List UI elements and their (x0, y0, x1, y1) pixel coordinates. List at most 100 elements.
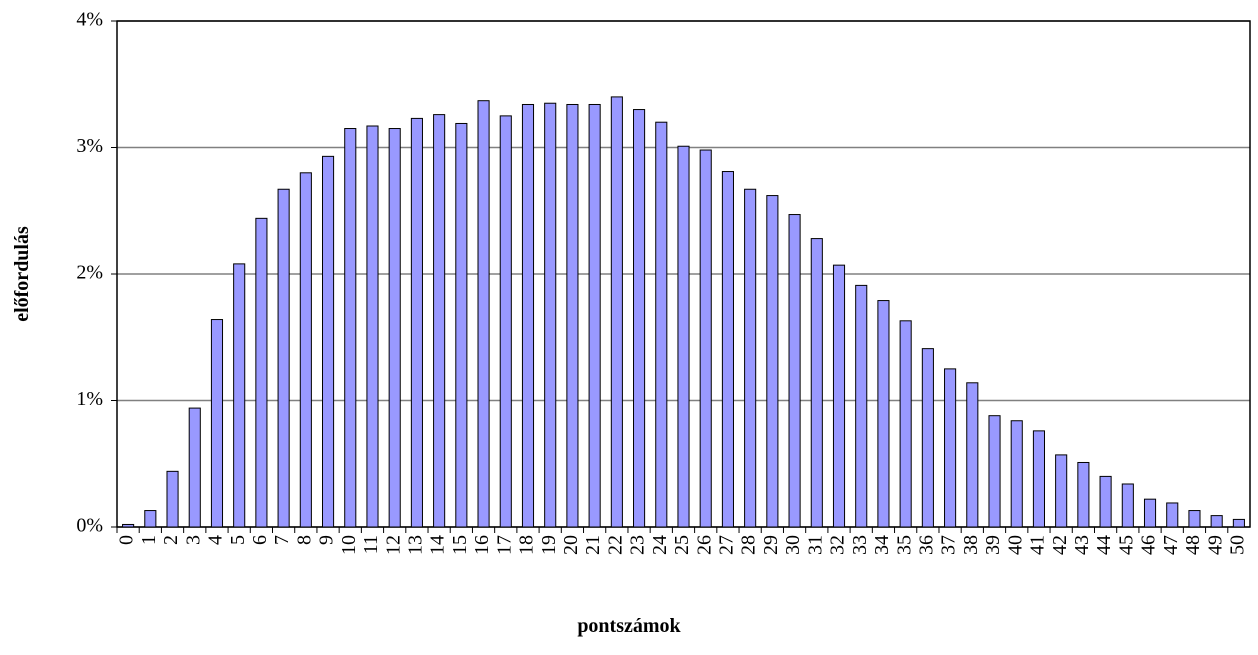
x-tick-label: 4 (205, 535, 227, 545)
x-tick-label: 36 (915, 535, 937, 555)
x-tick-label: 42 (1049, 535, 1071, 555)
bar (633, 109, 646, 528)
x-tick-label: 11 (360, 535, 382, 554)
bar (877, 300, 890, 528)
bar (1188, 510, 1201, 528)
x-tick-label: 35 (893, 535, 915, 555)
x-tick-label: 47 (1160, 535, 1182, 555)
x-tick-label: 1 (138, 535, 160, 545)
y-tick-label: 2% (76, 262, 103, 284)
bar (699, 149, 712, 528)
y-tick-label: 4% (76, 9, 103, 31)
x-tick-label: 46 (1138, 535, 1160, 555)
y-axis-label: előfordulás (11, 226, 33, 322)
x-tick-label: 33 (849, 535, 871, 555)
bar (499, 115, 512, 528)
y-tick-label: 3% (76, 135, 103, 157)
bar (944, 368, 957, 528)
y-tick-label: 0% (76, 515, 103, 537)
x-tick-label: 17 (493, 535, 515, 555)
x-tick-label: 7 (271, 535, 293, 545)
bar (832, 264, 846, 528)
x-tick-label: 31 (804, 535, 826, 555)
x-tick-label: 23 (627, 535, 649, 555)
x-tick-label: 25 (671, 535, 693, 555)
x-tick-label: 50 (1226, 535, 1248, 555)
x-tick-label: 43 (1071, 535, 1093, 555)
bar (455, 122, 468, 528)
bar (433, 114, 446, 528)
x-tick-label: 10 (338, 535, 360, 555)
bar (855, 284, 868, 528)
bar (921, 348, 934, 528)
bar (1077, 461, 1090, 528)
x-tick-label: 16 (471, 535, 493, 555)
x-tick-label: 9 (316, 535, 338, 545)
bar (299, 172, 312, 528)
x-tick-label: 15 (449, 535, 471, 555)
x-tick-label: 37 (938, 535, 960, 555)
bar (721, 171, 734, 528)
bar (410, 117, 423, 528)
x-tick-label: 19 (538, 535, 560, 555)
bar (521, 103, 535, 528)
x-tick-label: 8 (293, 535, 315, 545)
x-tick-label: 49 (1204, 535, 1226, 555)
x-tick-label: 48 (1182, 535, 1204, 555)
bar (233, 263, 246, 528)
x-tick-label: 41 (1027, 535, 1049, 555)
bar (1032, 430, 1046, 528)
x-tick-label: 12 (382, 535, 404, 555)
x-tick-label: 45 (1115, 535, 1137, 555)
bar (810, 238, 823, 528)
x-tick-label: 32 (827, 535, 849, 555)
x-axis-label: pontszámok (577, 615, 681, 637)
x-tick-label: 40 (1004, 535, 1026, 555)
bar (1210, 515, 1223, 528)
bar (610, 96, 623, 528)
bar (988, 415, 1001, 528)
x-tick-label: 30 (782, 535, 804, 555)
x-tick-label: 14 (427, 535, 449, 555)
x-tick-label: 18 (516, 535, 538, 555)
bar (277, 188, 290, 528)
bar (166, 470, 179, 528)
bar (366, 125, 379, 528)
x-tick-label: 3 (182, 535, 204, 545)
bar (1055, 454, 1068, 528)
x-tick-label: 0 (116, 535, 138, 545)
x-tick-label: 39 (982, 535, 1004, 555)
bar (1143, 498, 1157, 528)
x-tick-label: 28 (738, 535, 760, 555)
bar (655, 121, 668, 528)
x-tick-label: 22 (604, 535, 626, 555)
bar (544, 102, 557, 528)
bar (1232, 518, 1245, 528)
bar (1099, 475, 1112, 528)
bar (1121, 483, 1134, 528)
bar (566, 103, 579, 528)
bar (210, 319, 224, 528)
bar (321, 155, 335, 528)
x-tick-label: 26 (693, 535, 715, 555)
bar (477, 100, 490, 528)
x-tick-label: 5 (227, 535, 249, 545)
x-tick-label: 21 (582, 535, 604, 555)
bar (388, 128, 401, 528)
bar (144, 510, 157, 528)
y-tick-label: 1% (76, 388, 103, 410)
bar (1010, 420, 1023, 528)
x-tick-label: 44 (1093, 535, 1115, 555)
bar (188, 407, 201, 528)
bar (588, 103, 601, 528)
bar (788, 214, 801, 528)
x-tick-label: 24 (649, 535, 671, 555)
bar (255, 217, 268, 528)
x-tick-label: 6 (249, 535, 271, 545)
bar (1166, 502, 1179, 528)
x-tick-label: 38 (960, 535, 982, 555)
x-tick-label: 2 (160, 535, 182, 545)
bar (899, 320, 912, 528)
bar (966, 382, 979, 528)
